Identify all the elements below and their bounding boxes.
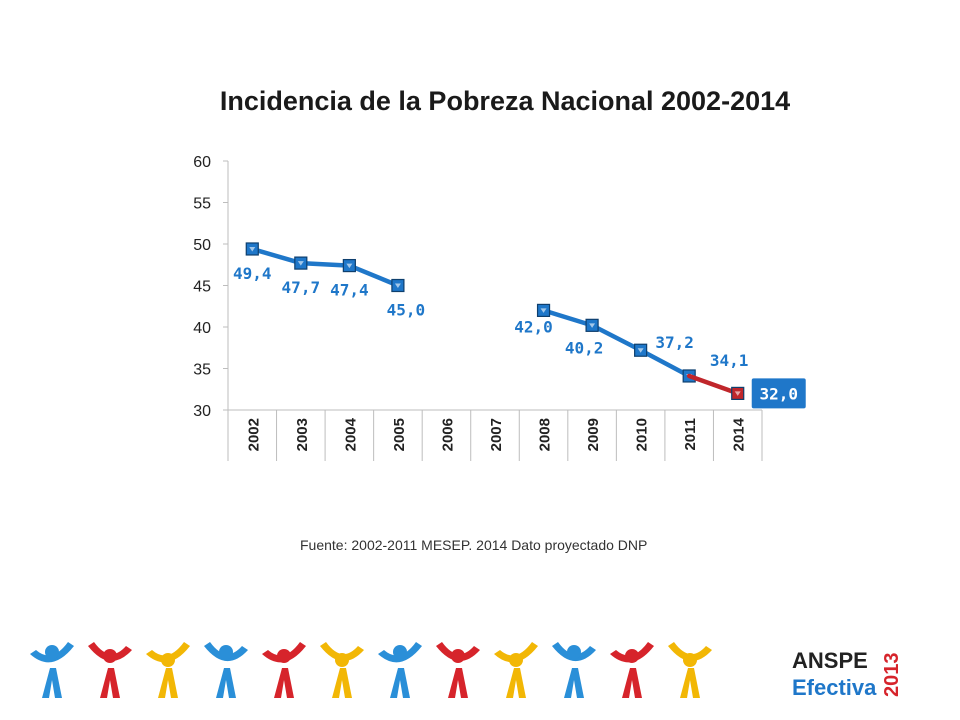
footer-figure <box>88 642 132 698</box>
x-tick-label: 2009 <box>585 418 602 451</box>
footer-figure <box>320 642 364 698</box>
data-label: 40,2 <box>565 338 604 357</box>
footer-figure <box>494 642 538 698</box>
data-label: 42,0 <box>514 317 553 336</box>
data-point-glint <box>589 323 596 328</box>
footer-figure <box>668 642 712 698</box>
x-tick-label: 2010 <box>634 418 651 451</box>
series-line <box>686 373 740 396</box>
anspe-logo: ANSPE Efectiva 2013 <box>792 648 903 700</box>
chart-title: Incidencia de la Pobreza Nacional 2002-2… <box>219 86 791 116</box>
x-tick-label: 2007 <box>488 418 505 451</box>
logo-year: 2013 <box>881 653 903 698</box>
data-label: 37,2 <box>655 333 694 352</box>
footer-figure <box>204 642 248 698</box>
highlight-label: 32,0 <box>759 384 798 403</box>
x-tick-label: 2003 <box>294 418 311 451</box>
line-chart: 30 35 40 45 50 55 60 2002 2003 2004 2005 2006 2007 20… <box>193 154 806 461</box>
data-point-glint <box>346 263 353 269</box>
data-label: 47,4 <box>330 281 369 300</box>
logo-line1: ANSPE <box>792 648 868 673</box>
footer-figure <box>436 642 480 698</box>
data-label: 34,1 <box>710 351 749 370</box>
logo-line2: Efectiva <box>792 675 877 700</box>
footer-figure <box>552 642 596 698</box>
data-point-glint <box>637 348 644 353</box>
data-point-glint <box>249 246 256 252</box>
x-tick-label: 2006 <box>439 418 456 451</box>
x-tick-label: 2008 <box>537 418 554 451</box>
data-point-glint <box>394 283 401 288</box>
x-tick-label: 2002 <box>245 418 262 451</box>
y-tick-label: 50 <box>193 237 211 254</box>
footer-figure <box>262 642 306 698</box>
x-tick-label: 2014 <box>731 417 748 451</box>
data-point-glint <box>540 308 547 313</box>
source-note: Fuente: 2002-2011 MESEP. 2014 Dato proye… <box>300 537 648 553</box>
y-tick-label: 35 <box>193 362 211 379</box>
footer-figures-banner <box>30 642 712 698</box>
y-tick-label: 60 <box>193 154 211 171</box>
x-tick-label: 2004 <box>342 417 359 451</box>
y-tick-label: 45 <box>193 279 211 296</box>
footer-figure <box>610 642 654 698</box>
data-point-glint <box>734 391 741 396</box>
data-label: 49,4 <box>233 264 272 283</box>
x-tick-label: 2011 <box>682 418 699 451</box>
footer-figure <box>146 642 190 698</box>
series-line <box>250 246 692 379</box>
data-label: 47,7 <box>282 278 321 297</box>
highlight-box <box>751 378 806 409</box>
footer-figure <box>378 642 422 698</box>
y-tick-label: 55 <box>193 196 211 213</box>
y-tick-label: 40 <box>193 320 211 337</box>
footer-figure <box>30 642 74 698</box>
x-tick-label: 2005 <box>391 418 408 451</box>
data-point-glint <box>297 261 304 266</box>
y-tick-label: 30 <box>193 403 211 420</box>
data-label: 45,0 <box>387 301 426 320</box>
